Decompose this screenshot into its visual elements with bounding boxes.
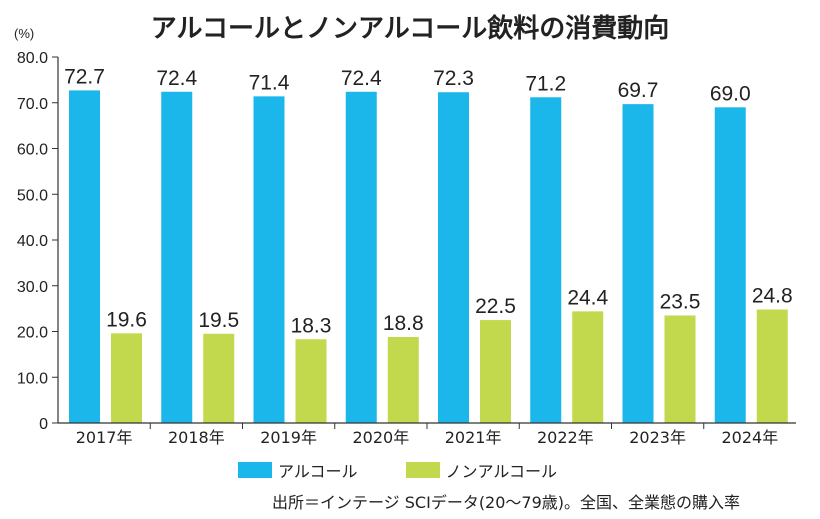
y-tick-label: 0 [39, 416, 48, 433]
bar-non-alcohol [203, 333, 235, 423]
data-label: 72.7 [64, 65, 105, 88]
data-label: 23.5 [660, 290, 701, 313]
legend-swatch-non-alcohol [405, 462, 440, 478]
y-tick-label: 10.0 [17, 370, 48, 387]
bar-alcohol [714, 107, 746, 423]
data-label: 19.5 [198, 309, 239, 332]
bar-alcohol [253, 96, 285, 423]
y-axis-unit: (%) [14, 26, 34, 41]
y-tick-label: 60.0 [17, 142, 48, 159]
bar-alcohol [345, 91, 377, 424]
data-label: 72.4 [156, 67, 197, 90]
chart-title: アルコールとノンアルコール飲料の消費動向 [150, 14, 670, 44]
x-tick-label: 2023年 [629, 428, 686, 447]
y-tick-label: 70.0 [17, 96, 48, 113]
data-label: 18.8 [383, 312, 424, 335]
legend-item-alcohol: アルコール [238, 458, 358, 482]
x-tick-label: 2018年 [168, 428, 225, 447]
data-label: 72.4 [341, 67, 382, 90]
x-tick-label: 2019年 [260, 428, 317, 447]
bar-non-alcohol [480, 320, 511, 423]
legend-label-alcohol: アルコール [278, 462, 358, 481]
y-tick-label: 30.0 [17, 279, 48, 296]
bar-non-alcohol [572, 311, 604, 423]
y-tick-label: 80.0 [17, 50, 48, 67]
data-label: 71.4 [249, 71, 290, 94]
y-tick-label: 50.0 [17, 187, 48, 204]
bar-non-alcohol [111, 333, 142, 423]
data-label: 72.3 [433, 67, 474, 90]
bar-alcohol [622, 104, 654, 423]
y-tick-label: 20.0 [17, 325, 48, 342]
data-label: 71.2 [525, 72, 566, 95]
bar-alcohol [530, 97, 562, 423]
data-label: 69.0 [710, 82, 751, 105]
x-tick-label: 2022年 [537, 428, 594, 447]
data-label: 19.6 [106, 308, 147, 331]
x-tick-label: 2020年 [353, 428, 410, 447]
x-tick-label: 2017年 [76, 428, 133, 447]
y-tick-label: 40.0 [17, 233, 48, 250]
bar-non-alcohol [295, 339, 327, 423]
data-label: 18.3 [291, 314, 332, 337]
bar-non-alcohol [664, 315, 696, 423]
x-tick-label: 2024年 [722, 428, 779, 447]
data-label: 22.5 [475, 295, 516, 318]
bar-alcohol [161, 91, 193, 424]
bar-alcohol [438, 92, 469, 423]
legend-label-non-alcohol: ノンアルコール [445, 462, 558, 481]
legend-item-non-alcohol: ノンアルコール [405, 458, 558, 482]
source-note: 出所＝インテージ SCIデータ(20〜79歳)。全国、全業態の購入率 [272, 493, 741, 512]
bar-alcohol [69, 90, 100, 424]
data-label: 24.4 [567, 286, 608, 309]
chart-legend: アルコール ノンアルコール [238, 458, 605, 482]
bar-non-alcohol [387, 336, 419, 423]
x-tick-label: 2021年 [445, 428, 502, 447]
bar-non-alcohol [756, 309, 788, 423]
legend-swatch-alcohol [238, 462, 272, 478]
data-label: 24.8 [752, 285, 793, 308]
data-label: 69.7 [618, 79, 659, 102]
